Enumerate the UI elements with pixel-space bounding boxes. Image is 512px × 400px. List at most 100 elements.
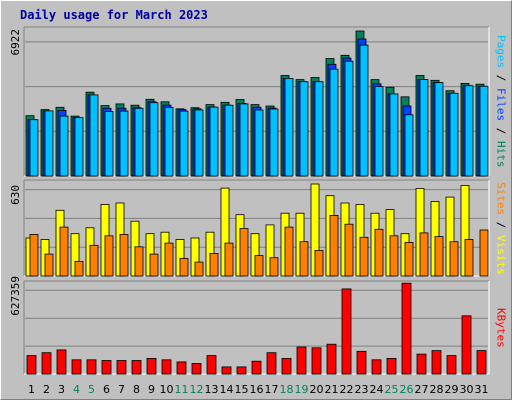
legend-separator: / [494,68,508,89]
bar-pages-14 [224,104,234,177]
bar-sites-25 [389,235,399,277]
legend-text-middle: Sites / Visits [495,182,508,275]
bar-kbytes-15 [236,366,247,375]
ymax-label-middle: 630 [8,180,22,210]
x-tick-label-22: 22 [340,383,354,396]
bar-sites-31 [479,229,489,277]
bar-sites-6 [104,235,114,277]
legend-text-bottom: KBytes [495,308,508,348]
bar-sites-29 [449,241,459,277]
bar-sites-28 [434,236,444,277]
bar-pages-23 [359,44,369,177]
bar-sites-17 [269,257,279,277]
bar-sites-8 [134,246,144,277]
x-tick-label-3: 3 [58,383,65,396]
bar-pages-18 [284,78,294,177]
bar-pages-20 [314,81,324,177]
x-tick-label-2: 2 [43,383,50,396]
x-tick-label-18: 18 [280,383,294,396]
x-tick-label-14: 14 [220,383,234,396]
bar-sites-22 [344,223,354,277]
bar-pages-15 [239,103,249,177]
x-tick-label-4: 4 [73,383,80,396]
legend-separator: / [494,121,508,142]
bar-sites-2 [44,253,54,277]
bar-pages-13 [209,106,219,177]
bar-pages-12 [194,109,204,177]
chart-title: Daily usage for March 2023 [20,8,208,22]
ymax-label-text-bottom: 627359 [8,276,22,316]
bar-kbytes-9 [146,357,157,375]
bar-kbytes-10 [161,359,172,375]
x-tick-label-19: 19 [295,383,309,396]
bar-pages-7 [119,110,129,177]
bar-kbytes-7 [116,360,127,375]
x-tick-label-10: 10 [160,383,174,396]
bar-pages-26 [404,114,414,177]
bar-sites-4 [74,260,84,277]
bar-pages-28 [434,82,444,177]
bar-kbytes-1 [26,355,37,375]
x-tick-label-27: 27 [415,383,429,396]
bar-kbytes-11 [176,361,187,375]
bar-sites-12 [194,261,204,277]
bar-kbytes-22 [341,288,352,375]
legend-text-top: Pages / Files / Hits [495,35,508,168]
bar-kbytes-31 [476,350,487,375]
bar-pages-1 [29,119,39,177]
bar-pages-5 [89,94,99,177]
x-tick-label-11: 11 [175,383,189,396]
bar-sites-7 [119,233,129,277]
bar-sites-23 [359,236,369,277]
bar-sites-19 [299,241,309,277]
legend-item-sites: Sites [494,181,508,215]
ymax-label-text-top: 6922 [8,28,22,56]
bar-pages-17 [269,108,279,177]
bar-sites-26 [404,241,414,277]
bar-kbytes-4 [71,359,82,375]
x-tick-label-23: 23 [355,383,369,396]
x-tick-label-17: 17 [265,383,279,396]
x-tick-label-1: 1 [28,383,35,396]
bar-kbytes-5 [86,359,97,375]
ymax-label-bottom: 627359 [8,276,22,316]
bar-pages-6 [104,111,114,177]
bar-sites-13 [209,252,219,277]
x-tick-label-13: 13 [205,383,219,396]
bar-kbytes-14 [221,366,232,375]
legend-separator: / [494,214,508,235]
bar-pages-22 [344,60,354,177]
bar-kbytes-20 [311,347,322,375]
bar-sites-9 [149,253,159,277]
bar-kbytes-2 [41,352,52,375]
x-tick-label-12: 12 [190,383,204,396]
bar-pages-3 [59,115,69,177]
bar-sites-1 [29,233,39,277]
legend-item-pages: Pages [494,35,508,69]
bar-sites-18 [284,226,294,277]
bar-sites-30 [464,239,474,277]
bar-pages-8 [134,107,144,177]
bar-pages-29 [449,92,459,177]
bar-kbytes-24 [371,359,382,375]
legend-bottom: KBytes [493,281,509,374]
legend-item-hits: Hits [494,141,508,168]
bar-kbytes-3 [56,349,67,375]
bar-kbytes-18 [281,357,292,375]
legend-item-visits: Visits [494,234,508,275]
x-tick-label-25: 25 [385,383,399,396]
bar-pages-11 [179,110,189,177]
bar-kbytes-25 [386,357,397,375]
x-tick-label-5: 5 [88,383,95,396]
bar-kbytes-13 [206,355,217,375]
x-tick-label-15: 15 [235,383,249,396]
bar-sites-16 [254,255,264,277]
x-tick-label-9: 9 [148,383,155,396]
bar-sites-5 [89,244,99,277]
bar-pages-10 [164,107,174,177]
bar-pages-16 [254,109,264,177]
bar-sites-10 [164,242,174,277]
x-tick-label-21: 21 [325,383,339,396]
bar-kbytes-26 [401,282,412,375]
